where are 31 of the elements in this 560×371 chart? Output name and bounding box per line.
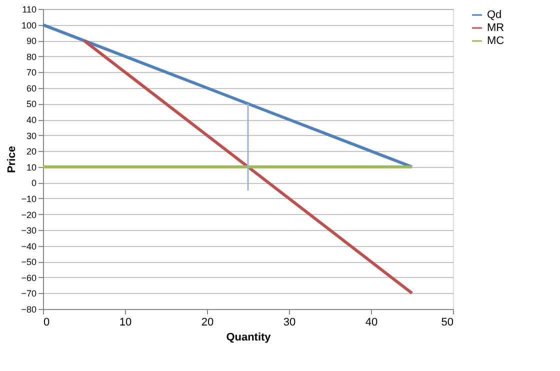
y-tick-label: −70 <box>21 288 36 299</box>
legend-label: Qd <box>487 9 502 21</box>
y-tick-label: 10 <box>26 162 36 172</box>
x-tick-label: 50 <box>441 316 454 328</box>
y-tick-label: −40 <box>21 241 36 252</box>
y-tick-label: 100 <box>21 20 36 30</box>
x-tick-label: 20 <box>201 316 214 328</box>
y-tick-label: −30 <box>21 226 36 236</box>
y-tick-label: −50 <box>21 257 36 268</box>
y-tick-label: 90 <box>26 36 36 46</box>
x-axis-title: Quantity <box>226 332 272 344</box>
y-tick-label: −60 <box>21 272 36 283</box>
y-tick-label: 20 <box>26 146 36 157</box>
y-tick-label: 60 <box>26 83 36 94</box>
legend-label: MR <box>487 22 504 34</box>
y-tick-label: 50 <box>26 99 36 110</box>
x-tick-label: 0 <box>44 316 50 328</box>
y-tick-label: 80 <box>26 52 36 62</box>
x-tick-label: 30 <box>283 316 296 328</box>
legend-label: MC <box>487 35 504 47</box>
x-tick-label: 40 <box>365 316 378 328</box>
y-tick-label: 40 <box>26 115 36 126</box>
y-axis-title: Price <box>6 146 18 173</box>
y-tick-label: 30 <box>26 130 36 141</box>
y-tick-label: −80 <box>21 304 36 314</box>
y-tick-label: −10 <box>21 194 36 204</box>
y-tick-label: 70 <box>26 68 36 78</box>
y-tick-label: 0 <box>31 178 36 188</box>
x-tick-label: 10 <box>119 316 132 328</box>
y-tick-label: 110 <box>22 4 36 14</box>
y-tick-label: −20 <box>21 210 36 220</box>
